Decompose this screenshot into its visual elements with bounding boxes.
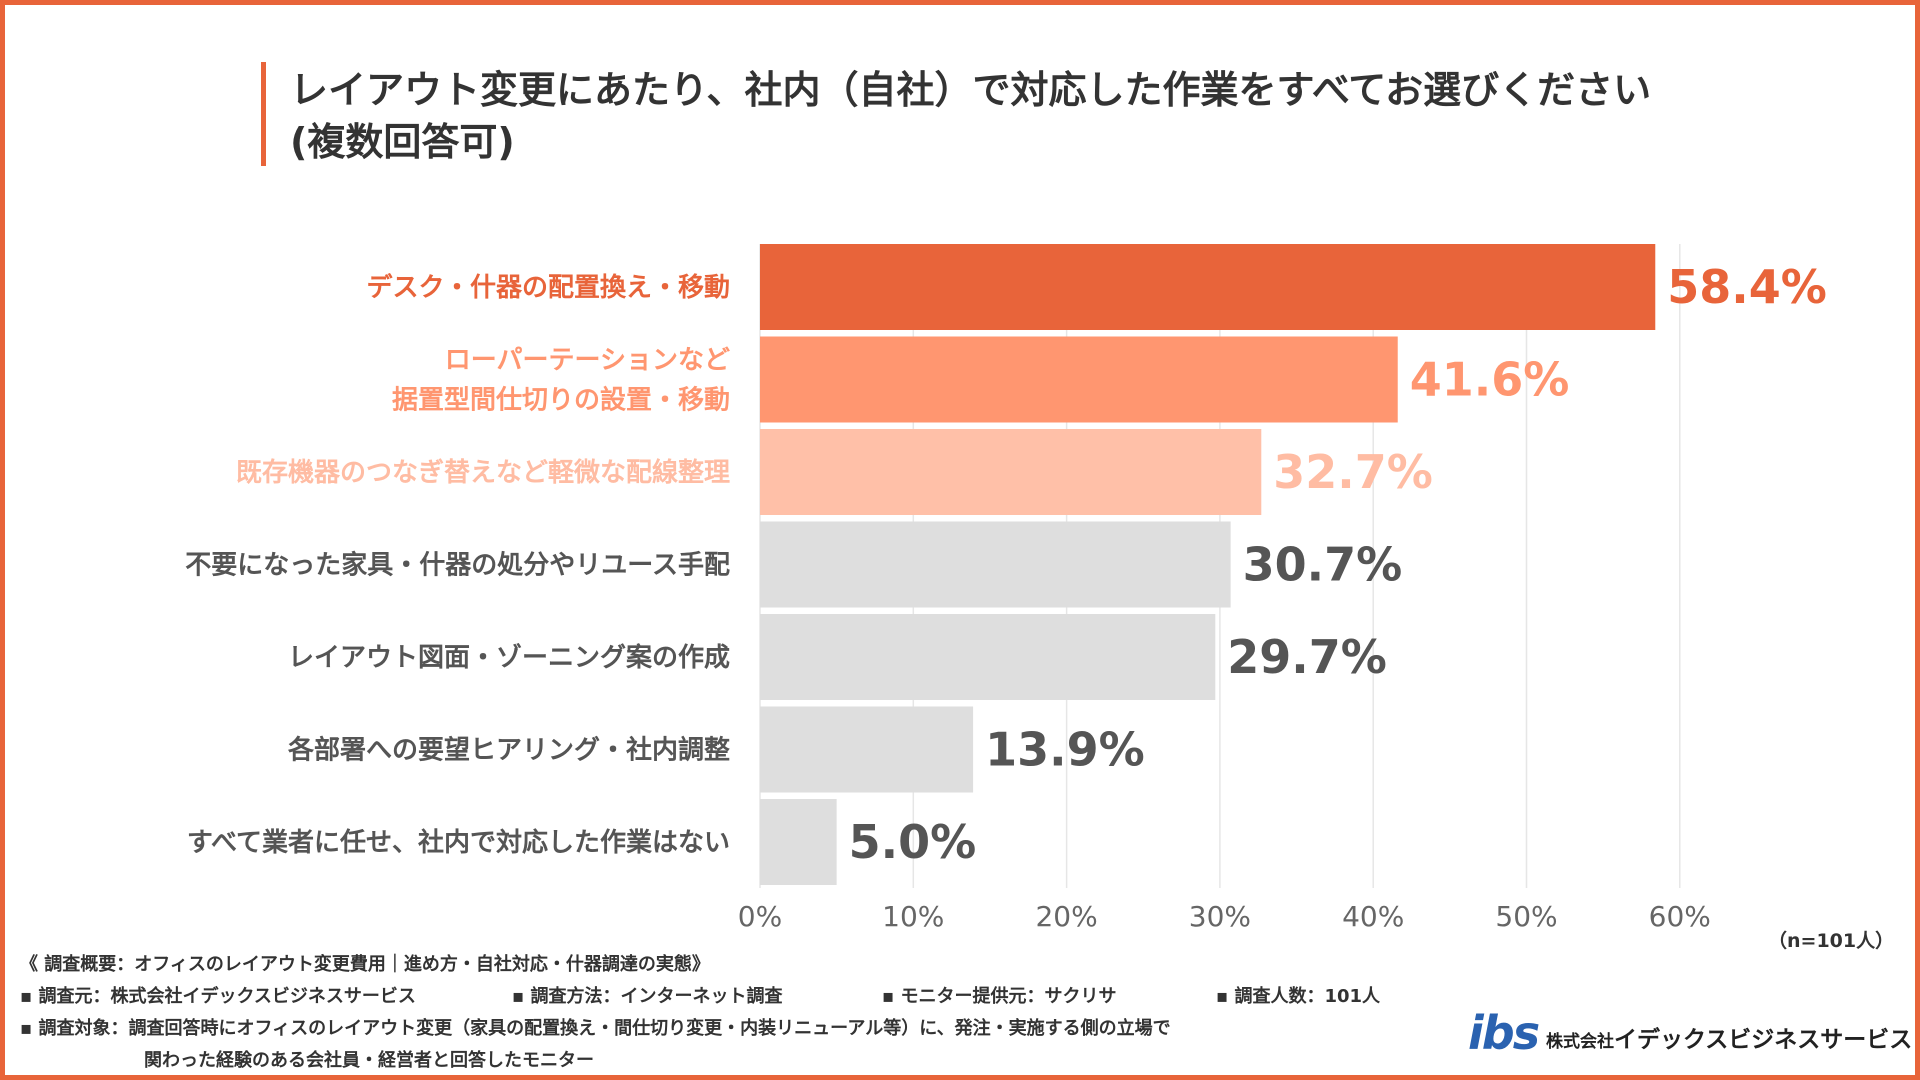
x-tick-label: 50% [1495, 900, 1557, 933]
x-tick-label: 10% [882, 900, 944, 933]
category-label: 各部署への要望ヒアリング・社内調整 [287, 735, 730, 766]
title-accent-bar [261, 62, 266, 166]
bar [760, 799, 837, 885]
bar [760, 521, 1231, 608]
survey-count: ▪ 調査人数：101人 [1216, 986, 1381, 1007]
category-label: デスク・什器の配置換え・移動 [367, 272, 730, 303]
bar [760, 244, 1656, 330]
bar [760, 336, 1398, 423]
value-label: 41.6% [1410, 353, 1570, 407]
bar [760, 429, 1262, 515]
category-label: ローパーテーションなど [445, 346, 730, 376]
category-label: レイアウト図面・ゾーニング案の作成 [288, 642, 730, 673]
value-label: 5.0% [849, 815, 977, 869]
bar-chart: デスク・什器の配置換え・移動ローパーテーションなど据置型間仕切りの設置・移動既存… [185, 244, 1827, 933]
x-tick-label: 20% [1035, 900, 1097, 933]
category-labels: デスク・什器の配置換え・移動ローパーテーションなど据置型間仕切りの設置・移動既存… [185, 272, 730, 858]
category-label: 据置型間仕切りの設置・移動 [392, 385, 730, 416]
company-name: 株式会社イデックスビジネスサービス [1546, 1020, 1912, 1054]
survey-method: ▪ 調査方法：インターネット調査 [512, 986, 783, 1007]
chart-title: レイアウト変更にあたり、社内（自社）で対応した作業をすべてお選びください (複数… [290, 64, 1790, 168]
value-label: 30.7% [1243, 538, 1403, 592]
bars [760, 244, 1656, 885]
x-axis-ticks: 0% 10% 20% 30% 40% 50% 60% [738, 900, 1711, 933]
bar [760, 706, 974, 793]
company-name-main: イデックスビジネスサービス [1614, 1027, 1913, 1053]
category-label: 不要になった家具・什器の処分やリユース手配 [185, 550, 730, 581]
x-tick-label: 40% [1342, 900, 1404, 933]
category-label: 既存機器のつなぎ替えなど軽微な配線整理 [236, 457, 730, 488]
chart-title-line1: レイアウト変更にあたり、社内（自社）で対応した作業をすべてお選びください [290, 68, 1652, 112]
value-label: 32.7% [1273, 445, 1433, 499]
company-logo: ibs 株式会社イデックスビジネスサービス [1468, 1006, 1912, 1060]
x-tick-label: 30% [1189, 900, 1251, 933]
sample-size-note: （n=101人） [1768, 930, 1895, 952]
company-prefix: 株式会社 [1546, 1032, 1614, 1052]
x-tick-label: 60% [1649, 900, 1711, 933]
survey-target: ▪ 調査対象：調査回答時にオフィスのレイアウト変更（家具の配置換え・間仕切り変更… [20, 1018, 1171, 1039]
chart-title-line2: (複数回答可) [290, 120, 515, 164]
value-label: 29.7% [1227, 630, 1387, 684]
survey-source: ▪ 調査元：株式会社イデックスビジネスサービス [20, 986, 416, 1007]
survey-overview: 《 調査概要：オフィスのレイアウト変更費用｜進め方・自社対応・什器調達の実態》 [20, 954, 710, 975]
value-label: 58.4% [1667, 260, 1827, 314]
value-label: 13.9% [985, 723, 1145, 777]
survey-monitor: ▪ モニター提供元：サクリサ [882, 986, 1117, 1007]
x-tick-label: 0% [738, 900, 782, 933]
survey-target-continued: 関わった経験のある会社員・経営者と回答したモニター [144, 1050, 594, 1071]
bar [760, 614, 1216, 700]
category-label: すべて業者に任せ、社内で対応した作業はない [187, 827, 730, 858]
ibs-logo-mark: ibs [1468, 1006, 1540, 1060]
value-labels: 58.4% 41.6% 32.7% 30.7% 29.7% 13.9%5.0% [849, 260, 1827, 869]
